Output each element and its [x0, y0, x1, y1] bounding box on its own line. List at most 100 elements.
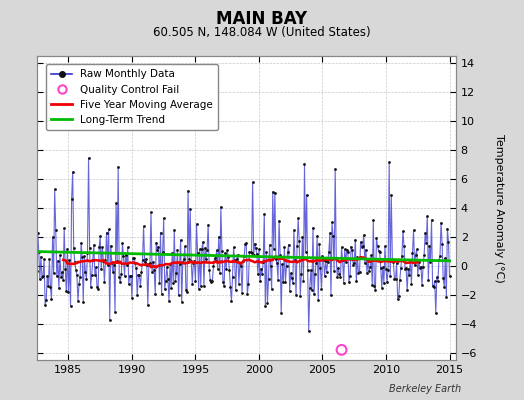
Point [183, 289, 191, 295]
Point [234, 252, 242, 258]
Point [401, 266, 409, 272]
Point [152, 239, 160, 246]
Point [299, 278, 308, 284]
Point [128, 294, 136, 301]
Point [31, 209, 40, 216]
Point [300, 160, 309, 167]
Point [84, 155, 93, 161]
Point [258, 270, 266, 277]
Point [396, 277, 404, 283]
Point [272, 256, 280, 262]
Point [292, 292, 300, 298]
Point [400, 243, 408, 249]
Point [330, 268, 339, 274]
Point [287, 270, 295, 276]
Point [64, 289, 73, 296]
Point [61, 266, 70, 272]
Point [412, 246, 421, 253]
Point [308, 287, 316, 294]
Point [357, 243, 366, 250]
Point [263, 300, 271, 307]
Point [221, 250, 230, 256]
Point [171, 278, 180, 285]
Point [81, 268, 90, 275]
Point [201, 245, 209, 251]
Point [112, 199, 121, 206]
Point [130, 254, 138, 261]
Point [54, 285, 63, 291]
Point [215, 270, 224, 276]
Point [210, 255, 219, 262]
Point [28, 263, 37, 270]
Point [424, 277, 432, 283]
Point [192, 221, 201, 227]
Point [200, 283, 208, 290]
Point [70, 245, 78, 252]
Point [225, 267, 234, 273]
Point [73, 272, 81, 278]
Point [113, 258, 122, 264]
Point [254, 271, 262, 278]
Point [422, 239, 430, 246]
Point [390, 276, 399, 283]
Point [103, 262, 112, 268]
Point [391, 276, 400, 282]
Point [275, 218, 283, 224]
Point [347, 244, 355, 250]
Point [98, 244, 106, 250]
Point [74, 298, 82, 304]
Point [311, 271, 319, 277]
Point [366, 264, 374, 270]
Point [443, 226, 452, 232]
Point [253, 251, 261, 258]
Point [124, 244, 132, 250]
Point [274, 277, 282, 283]
Point [260, 211, 268, 217]
Point [277, 310, 286, 316]
Point [116, 279, 125, 285]
Point [148, 268, 156, 275]
Point [37, 254, 45, 260]
Point [174, 292, 183, 298]
Point [373, 243, 381, 250]
Point [157, 291, 166, 297]
Point [36, 276, 44, 282]
Point [238, 290, 246, 296]
Point [298, 234, 307, 240]
Point [296, 293, 304, 299]
Point [147, 209, 155, 216]
Point [50, 186, 59, 193]
Point [165, 298, 173, 304]
Point [29, 246, 38, 252]
Point [203, 246, 211, 253]
Point [241, 241, 249, 247]
Point [231, 257, 239, 263]
Point [322, 258, 330, 265]
Point [346, 272, 354, 279]
Point [344, 249, 352, 256]
Point [133, 292, 141, 298]
Point [82, 276, 91, 282]
Point [435, 257, 443, 263]
Point [405, 272, 413, 278]
Point [184, 187, 192, 194]
Point [247, 250, 256, 256]
Point [290, 227, 298, 234]
Point [97, 266, 105, 272]
Point [60, 225, 69, 231]
Legend: Raw Monthly Data, Quality Control Fail, Five Year Moving Average, Long-Term Tren: Raw Monthly Data, Quality Control Fail, … [46, 64, 219, 130]
Point [265, 242, 274, 248]
Point [262, 249, 270, 256]
Point [114, 163, 123, 170]
Point [127, 273, 135, 279]
Point [187, 258, 195, 264]
Point [395, 293, 403, 300]
Point [76, 274, 84, 280]
Point [417, 264, 425, 270]
Point [39, 273, 47, 279]
Point [67, 303, 75, 309]
Point [126, 272, 134, 279]
Point [211, 258, 220, 264]
Point [228, 274, 237, 280]
Point [419, 264, 427, 270]
